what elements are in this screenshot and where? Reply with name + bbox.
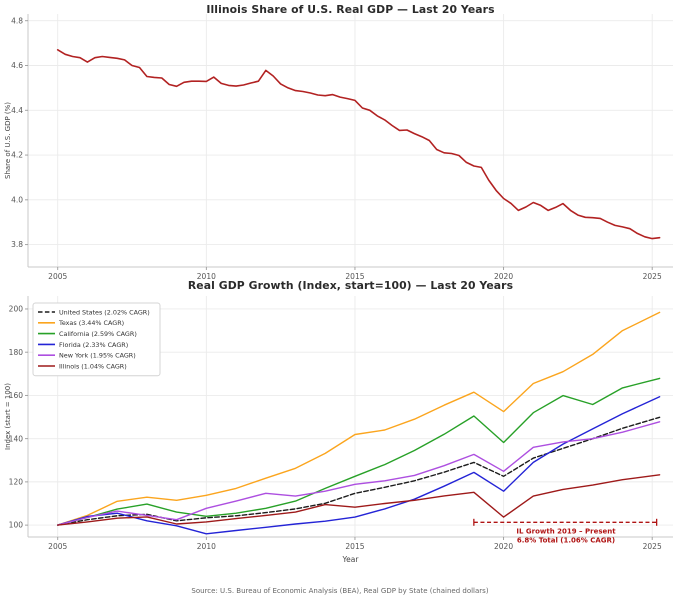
y-tick-label: 4.4 — [11, 106, 23, 115]
annotation-text-line2: 6.8% Total (1.06% CAGR) — [517, 536, 615, 544]
legend-label-texas-3-44-cagr: Texas (3.44% CAGR) — [58, 319, 124, 327]
y-axis-label: Index (start = 100) — [4, 383, 12, 450]
x-tick-label: 2020 — [494, 542, 513, 551]
series-line-florida-2-33-cagr — [57, 396, 661, 535]
legend — [32, 302, 161, 377]
series-line-illinois — [56, 48, 661, 240]
x-tick-label: 2020 — [494, 272, 513, 281]
x-tick-label: 2010 — [197, 542, 216, 551]
legend-label-illinois-1-04-cagr: Illinois (1.04% CAGR) — [59, 362, 127, 370]
series-line-texas-3-44-cagr — [57, 311, 661, 526]
y-tick-label: 4.2 — [11, 151, 23, 160]
top-chart-title: Illinois Share of U.S. Real GDP — Last 2… — [206, 3, 495, 16]
x-axis-label: Year — [342, 555, 360, 564]
y-tick-label: 120 — [9, 477, 24, 486]
legend-label-florida-2-33-cagr: Florida (2.33% CAGR) — [59, 341, 128, 349]
x-tick-label: 2025 — [643, 272, 662, 281]
x-tick-label: 2010 — [197, 272, 216, 281]
legend-label-united-states-2-02-cagr: United States (2.02% CAGR) — [59, 308, 150, 316]
y-tick-label: 100 — [9, 521, 24, 530]
legend-label-california-2-59-cagr: California (2.59% CAGR) — [59, 330, 137, 338]
y-tick-label: 140 — [9, 434, 24, 443]
y-tick-label: 160 — [9, 391, 24, 400]
source-note: Source: U.S. Bureau of Economic Analysis… — [191, 587, 489, 595]
y-tick-label: 4.6 — [11, 61, 23, 70]
x-tick-label: 2005 — [48, 272, 67, 281]
x-tick-label: 2025 — [643, 542, 662, 551]
series-line-illinois-1-04-cagr — [57, 474, 661, 526]
y-tick-label: 180 — [9, 348, 24, 357]
series-line-california-2-59-cagr — [57, 377, 661, 526]
x-tick-label: 2015 — [345, 272, 364, 281]
y-tick-label: 4.8 — [11, 16, 23, 25]
x-tick-label: 2005 — [48, 542, 67, 551]
bottom-chart-title: Real GDP Growth (Index, start=100) — Las… — [187, 279, 514, 292]
x-tick-label: 2015 — [345, 542, 364, 551]
y-tick-label: 200 — [9, 305, 24, 314]
y-axis-label: Share of U.S. GDP (%) — [4, 102, 12, 179]
y-tick-label: 3.8 — [11, 240, 23, 249]
y-tick-label: 4.0 — [11, 195, 23, 204]
legend-label-new-york-1-95-cagr: New York (1.95% CAGR) — [59, 352, 136, 360]
series-line-new-york-1-95-cagr — [57, 421, 661, 526]
annotation-text-line1: IL Growth 2019 – Present — [516, 527, 616, 535]
